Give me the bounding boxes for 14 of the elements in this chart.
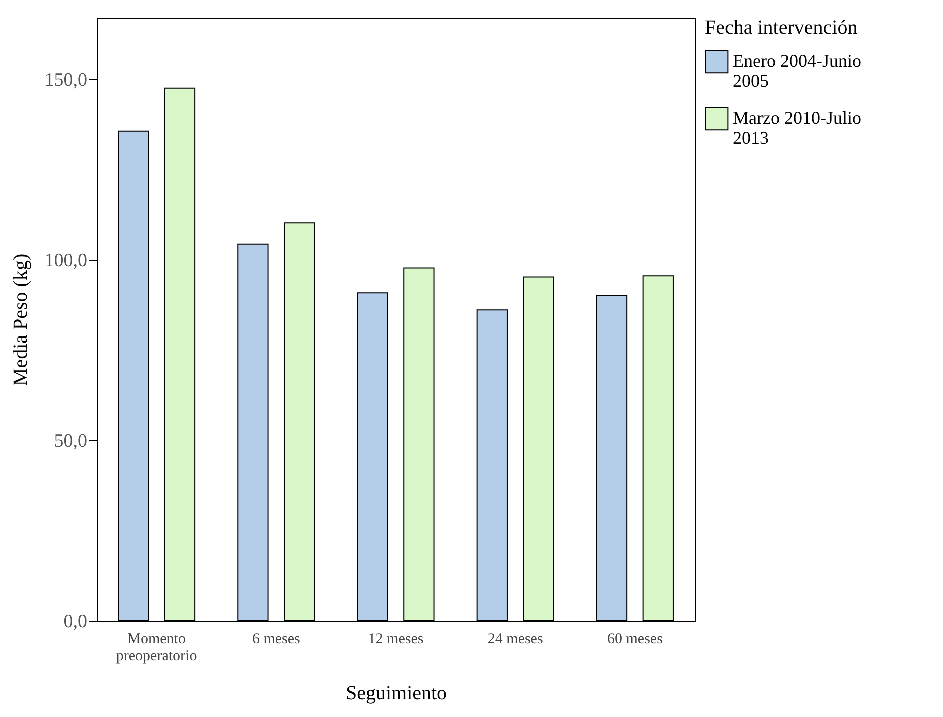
x-tick-label: Momento preoperatorio	[116, 632, 198, 664]
y-tick-label: 50,0	[54, 430, 88, 452]
y-tick-label: 100,0	[44, 250, 88, 272]
x-tick-label: 60 meses	[607, 632, 664, 648]
y-tick-label: 150,0	[44, 70, 88, 91]
legend-title: Fecha intervención	[705, 17, 858, 39]
x-tick-label: 12 meses	[368, 632, 424, 648]
x-axis-title: Seguimiento	[346, 682, 448, 704]
x-tick-label: 24 meses	[488, 632, 544, 648]
legend-label: Marzo 2010-Julio 2013	[733, 108, 862, 148]
y-tick-label: 0,0	[64, 612, 88, 632]
legend-label: Enero 2004-Junio 2005	[733, 51, 862, 91]
x-tick-label: 6 meses	[252, 632, 301, 648]
y-axis-title: Media Peso (kg)	[10, 254, 32, 386]
